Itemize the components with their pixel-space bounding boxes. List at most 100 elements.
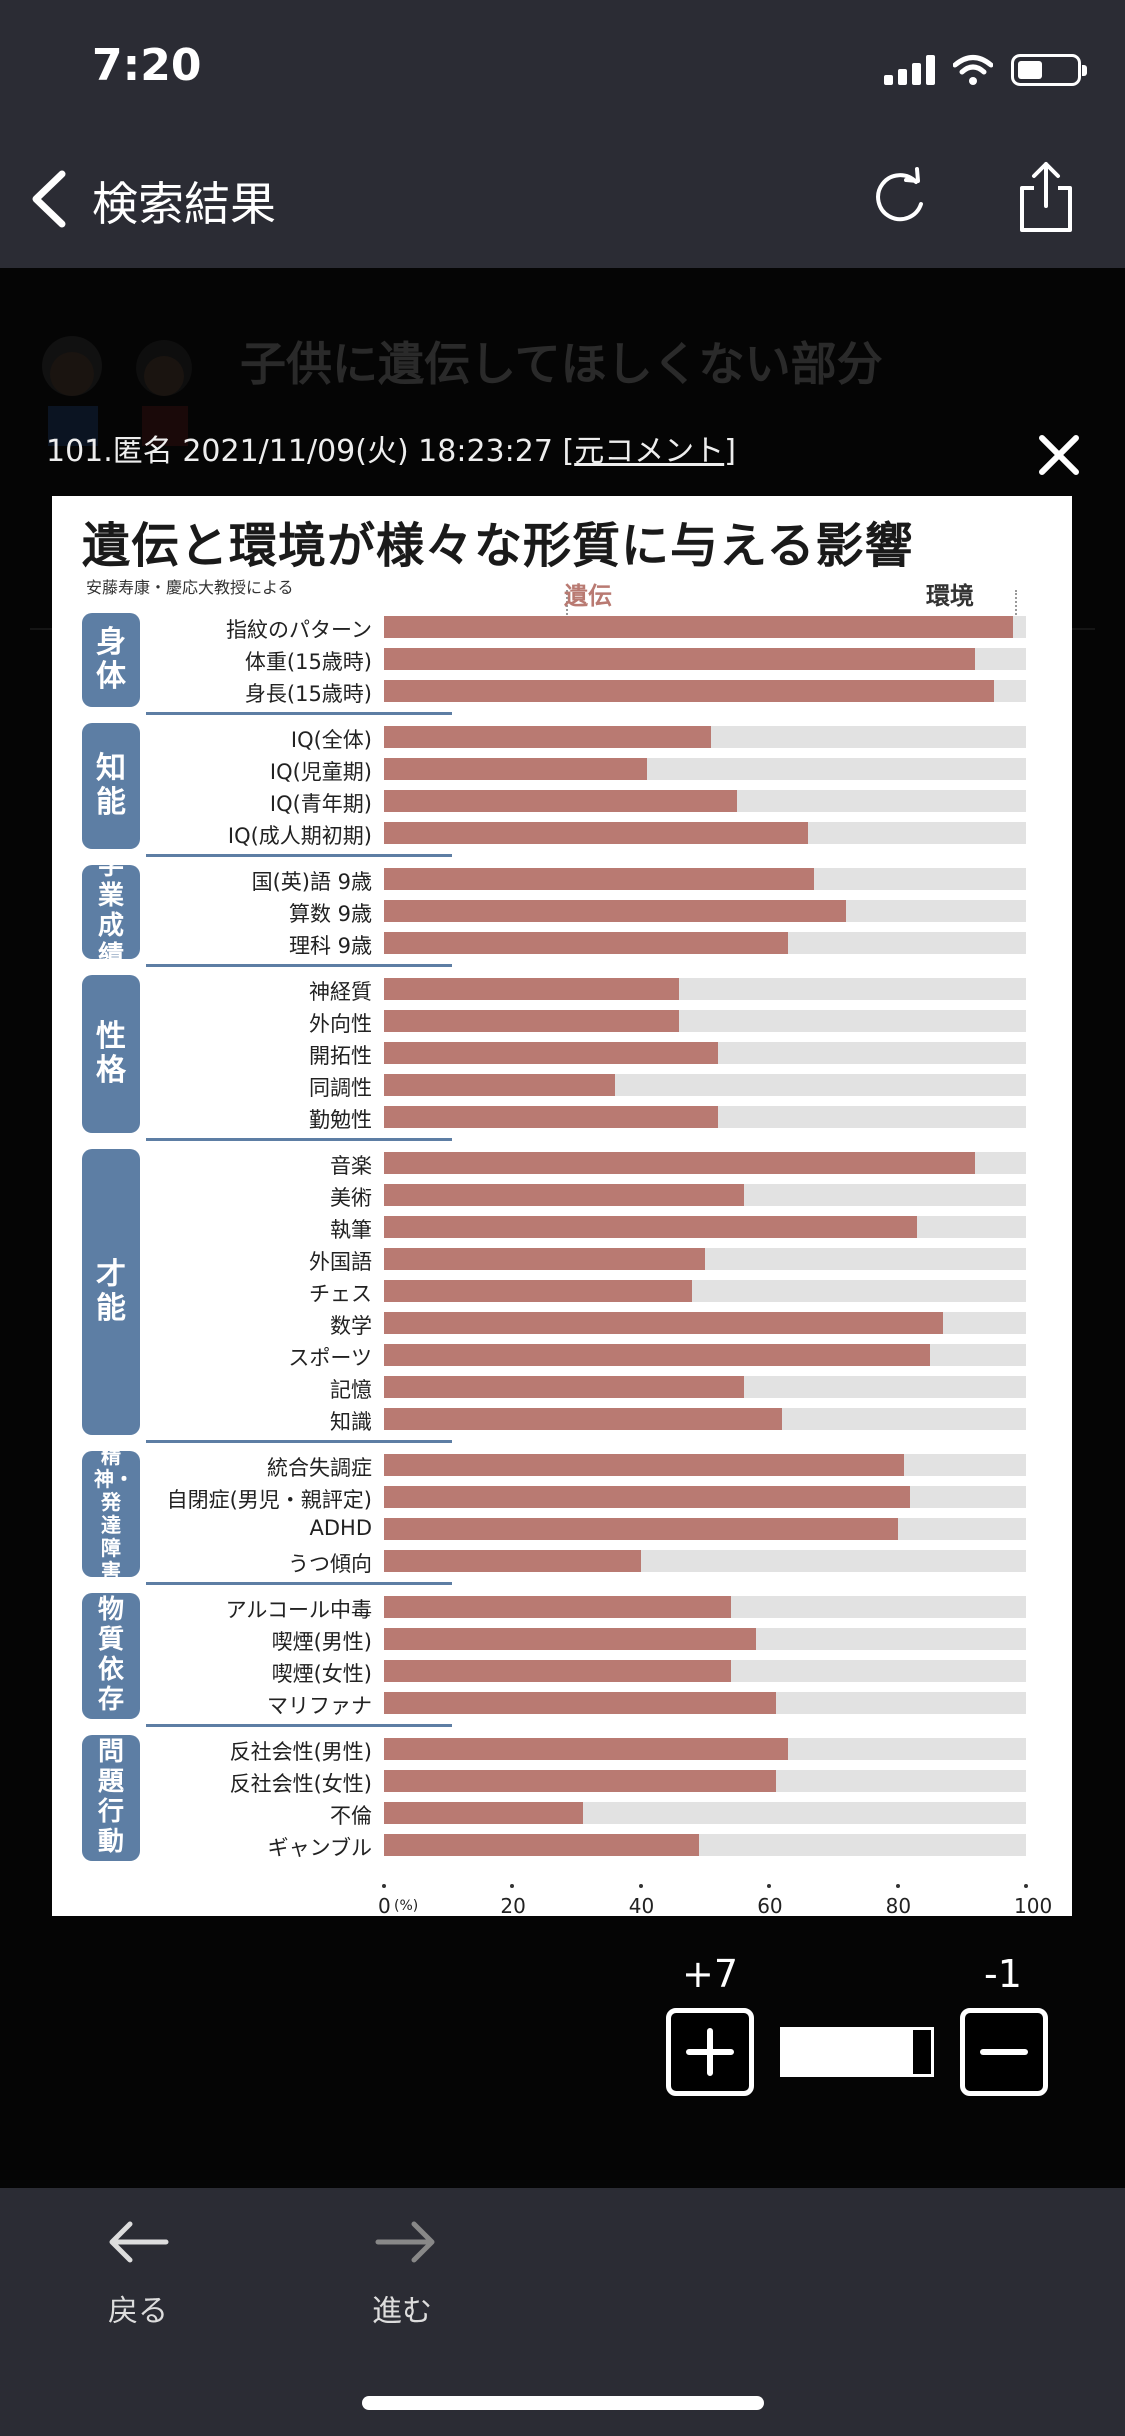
bar-gene <box>384 1074 616 1096</box>
row-label: 勤勉性 <box>309 1108 372 1132</box>
plus-count: +7 <box>682 1952 739 1996</box>
row-label: 国(英)語 9歳 <box>251 870 372 894</box>
bar-gene <box>384 1738 789 1760</box>
group-divider <box>146 964 452 967</box>
forward-label[interactable]: 進む <box>372 2294 432 2329</box>
row-label: 数学 <box>330 1314 372 1338</box>
comment-meta-text: 101.匿名 2021/11/09(火) 18:23:27 <box>46 434 563 469</box>
cellular-signal-icon <box>884 55 935 85</box>
bar-gene <box>384 1628 757 1650</box>
top-bar <box>0 0 1125 268</box>
group-label: 問題行動 <box>97 1737 124 1857</box>
legend-bracket-right <box>997 590 1017 626</box>
x-tick-mark <box>382 1884 386 1888</box>
minus-button[interactable] <box>960 2008 1048 2096</box>
bar-gene <box>384 1408 783 1430</box>
x-tick-label: 20 <box>500 1894 526 1916</box>
group-label: 身体 <box>96 624 126 694</box>
row-label: ギャンブル <box>267 1836 372 1860</box>
row-label: 統合失調症 <box>267 1456 372 1480</box>
back-label[interactable]: 戻る <box>108 2294 168 2329</box>
row-label: 神経質 <box>309 980 372 1004</box>
row-label: 記憶 <box>330 1378 372 1402</box>
status-icons <box>884 50 1087 90</box>
bar-gene <box>384 1550 641 1572</box>
bar-gene <box>384 822 808 844</box>
share-icon[interactable] <box>1014 160 1078 234</box>
row-label: IQ(成人期初期) <box>227 824 372 848</box>
bar-gene <box>384 1454 905 1476</box>
bar-gene <box>384 1596 731 1618</box>
wifi-icon <box>953 55 993 85</box>
row-label: アルコール中毒 <box>225 1598 372 1622</box>
vote-ratio-bar <box>780 2027 934 2077</box>
x-tick-label: 60 <box>757 1894 783 1916</box>
group-divider <box>146 712 452 715</box>
bar-gene <box>384 1106 718 1128</box>
bar-gene <box>384 680 994 702</box>
row-label: 指紋のパターン <box>226 618 372 642</box>
group-tab: 問題行動 <box>82 1735 140 1861</box>
status-time: 7:20 <box>92 40 202 91</box>
forward-arrow-icon[interactable] <box>364 2212 444 2272</box>
row-label: 同調性 <box>309 1076 372 1100</box>
row-label: IQ(全体) <box>290 728 372 752</box>
group-tab: 性格 <box>82 975 140 1133</box>
row-label: 音楽 <box>330 1154 372 1178</box>
group-tab: 身体 <box>82 613 140 707</box>
legend-environment: 環境 <box>926 582 974 610</box>
plus-button[interactable] <box>666 2008 754 2096</box>
legend-bracket-left <box>566 590 586 626</box>
group-tab: 学業成績 <box>82 851 140 971</box>
bar-gene <box>384 932 789 954</box>
reload-icon[interactable] <box>866 164 932 230</box>
x-tick-mark <box>638 1884 643 1888</box>
bar-gene <box>384 1280 693 1302</box>
x-tick-mark <box>510 1884 515 1888</box>
row-label: 執筆 <box>330 1218 372 1242</box>
row-label: 算数 9歳 <box>288 902 372 926</box>
bar-gene <box>384 1216 917 1238</box>
back-arrow-icon[interactable] <box>100 2212 180 2272</box>
original-comment-link[interactable]: 元コメント <box>574 434 725 469</box>
row-label: マリファナ <box>267 1694 372 1718</box>
original-comment-bracket-close: ] <box>724 434 736 469</box>
bottom-toolbar <box>0 2188 1125 2436</box>
group-label: 精神・発達障害 <box>94 1444 134 1583</box>
bar-gene <box>384 790 738 812</box>
chart-subtitle: 安藤寿康・慶応大教授による <box>86 578 294 597</box>
row-label: うつ傾向 <box>288 1552 372 1576</box>
group-divider <box>146 1440 452 1443</box>
x-axis-unit: (%) <box>394 1898 419 1914</box>
x-tick-label: 40 <box>628 1894 655 1916</box>
x-tick-mark <box>1024 1884 1028 1888</box>
group-label: 知能 <box>96 750 126 820</box>
home-indicator[interactable] <box>362 2396 764 2410</box>
group-divider <box>146 1138 452 1141</box>
chart-title: 遺伝と環境が様々な形質に与える影響 <box>82 518 914 574</box>
group-label: 才能 <box>96 1256 126 1326</box>
close-icon[interactable] <box>1034 430 1084 480</box>
group-label: 学業成績 <box>97 851 124 971</box>
row-label: 自閉症(男児・親評定) <box>166 1488 372 1512</box>
bar-gene <box>384 900 847 922</box>
bar-gene <box>384 1660 731 1682</box>
legend-gene: 遺伝 <box>564 582 612 610</box>
x-tick-label: 100 <box>1014 1894 1053 1916</box>
back-chevron-icon[interactable] <box>22 164 82 234</box>
bar-gene <box>384 726 712 748</box>
x-tick-mark <box>895 1884 900 1888</box>
bar-gene <box>384 1376 744 1398</box>
group-tab: 精神・発達障害 <box>82 1445 140 1583</box>
minus-icon <box>980 2049 1028 2055</box>
x-tick-label: 0 <box>378 1894 391 1916</box>
bar-gene <box>384 978 680 1000</box>
bar-gene <box>384 868 815 890</box>
group-divider <box>146 854 452 857</box>
bar-gene <box>384 1802 584 1824</box>
nav-title[interactable]: 検索結果 <box>92 177 276 231</box>
row-label: 喫煙(女性) <box>271 1662 372 1686</box>
row-label: 体重(15歳時) <box>244 650 372 674</box>
bar-gene <box>384 1518 898 1540</box>
group-tab: 才能 <box>82 1149 140 1435</box>
